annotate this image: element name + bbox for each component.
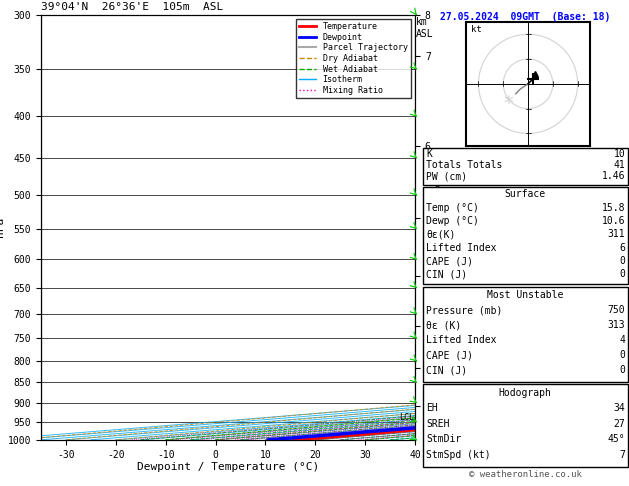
- Text: Totals Totals: Totals Totals: [426, 160, 503, 171]
- Text: 39°04'N  26°36'E  105m  ASL: 39°04'N 26°36'E 105m ASL: [41, 2, 223, 13]
- Text: 6: 6: [620, 243, 625, 253]
- Text: 7: 7: [620, 450, 625, 460]
- Text: 27: 27: [613, 419, 625, 429]
- Text: 0: 0: [620, 256, 625, 266]
- Text: Pressure (mb): Pressure (mb): [426, 305, 503, 315]
- Text: Temp (°C): Temp (°C): [426, 203, 479, 213]
- Text: 313: 313: [608, 320, 625, 330]
- Text: *: *: [503, 94, 513, 113]
- Text: 41: 41: [613, 160, 625, 171]
- Text: SREH: SREH: [426, 419, 450, 429]
- Text: PW (cm): PW (cm): [426, 172, 467, 181]
- Text: 0: 0: [620, 269, 625, 279]
- Text: 0: 0: [620, 365, 625, 375]
- Text: Dewp (°C): Dewp (°C): [426, 216, 479, 226]
- Text: 10: 10: [613, 149, 625, 159]
- Text: 27.05.2024  09GMT  (Base: 18): 27.05.2024 09GMT (Base: 18): [440, 12, 610, 22]
- Text: km
ASL: km ASL: [416, 17, 433, 38]
- Text: Surface: Surface: [504, 190, 546, 199]
- Text: 1.46: 1.46: [602, 172, 625, 181]
- Text: CAPE (J): CAPE (J): [426, 256, 474, 266]
- Text: CIN (J): CIN (J): [426, 269, 467, 279]
- Text: 10.6: 10.6: [602, 216, 625, 226]
- Text: Hodograph: Hodograph: [499, 387, 552, 398]
- Text: StmSpd (kt): StmSpd (kt): [426, 450, 491, 460]
- Text: θε(K): θε(K): [426, 229, 456, 240]
- Text: 311: 311: [608, 229, 625, 240]
- Text: EH: EH: [426, 403, 438, 413]
- Text: Lifted Index: Lifted Index: [426, 243, 497, 253]
- Text: © weatheronline.co.uk: © weatheronline.co.uk: [469, 469, 582, 479]
- Text: 750: 750: [608, 305, 625, 315]
- X-axis label: Dewpoint / Temperature (°C): Dewpoint / Temperature (°C): [137, 462, 319, 472]
- Text: CAPE (J): CAPE (J): [426, 350, 474, 360]
- Text: CIN (J): CIN (J): [426, 365, 467, 375]
- Text: kt: kt: [471, 25, 482, 34]
- Text: 45°: 45°: [608, 434, 625, 444]
- Y-axis label: Mixing Ratio (g/kg): Mixing Ratio (g/kg): [433, 172, 443, 283]
- Text: Most Unstable: Most Unstable: [487, 290, 564, 300]
- Legend: Temperature, Dewpoint, Parcel Trajectory, Dry Adiabat, Wet Adiabat, Isotherm, Mi: Temperature, Dewpoint, Parcel Trajectory…: [296, 19, 411, 98]
- Text: 0: 0: [620, 350, 625, 360]
- Text: θε (K): θε (K): [426, 320, 462, 330]
- Text: 15.8: 15.8: [602, 203, 625, 213]
- Text: StmDir: StmDir: [426, 434, 462, 444]
- Text: 4: 4: [620, 335, 625, 345]
- Text: Lifted Index: Lifted Index: [426, 335, 497, 345]
- Text: 34: 34: [613, 403, 625, 413]
- Text: LCL: LCL: [399, 414, 414, 422]
- Text: K: K: [426, 149, 432, 159]
- Y-axis label: hPa: hPa: [0, 217, 5, 237]
